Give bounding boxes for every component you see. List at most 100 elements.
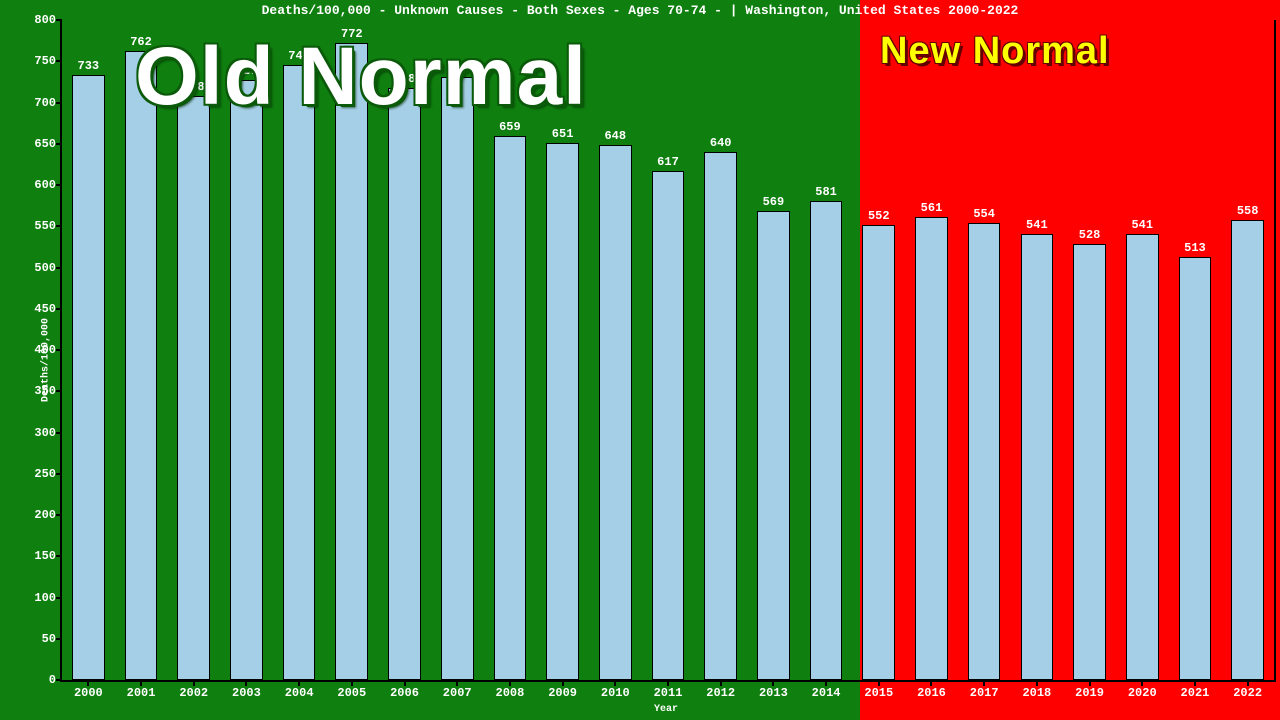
bar-rect [335,43,368,680]
x-tick-label: 2005 [337,680,366,700]
y-tick-mark [56,308,62,310]
x-tick-label: 2013 [759,680,788,700]
bar-rect [968,223,1001,680]
bar-value-label: 528 [1079,228,1101,244]
x-tick-label: 2016 [917,680,946,700]
bar-rect [757,211,790,680]
y-tick-mark [56,473,62,475]
bar: 772 [335,43,368,680]
bar-value-label: 640 [710,136,732,152]
bar-rect [1021,234,1054,680]
y-tick-mark [56,514,62,516]
x-tick-label: 2010 [601,680,630,700]
y-tick-mark [56,267,62,269]
bar-rect [862,225,895,680]
bar-value-label: 569 [763,195,785,211]
x-tick-label: 2002 [179,680,208,700]
bar: 651 [546,143,579,680]
x-tick-label: 2020 [1128,680,1157,700]
x-tick-label: 2014 [812,680,841,700]
x-tick-label: 2000 [74,680,103,700]
x-tick-label: 2017 [970,680,999,700]
bar: 569 [757,211,790,680]
bar: 541 [1021,234,1054,680]
bar-value-label: 541 [1026,218,1048,234]
bar-rect [704,152,737,680]
y-tick-mark [56,638,62,640]
x-tick-label: 2001 [127,680,156,700]
bar-value-label: 558 [1237,204,1259,220]
bar-rect [1126,234,1159,680]
x-tick-label: 2018 [1022,680,1051,700]
bar-value-label: 541 [1131,218,1153,234]
bar: 513 [1179,257,1212,680]
y-tick-mark [56,60,62,62]
y-tick-mark [56,432,62,434]
x-tick-label: 2009 [548,680,577,700]
bar-rect [652,171,685,680]
y-tick-mark [56,349,62,351]
bar-value-label: 552 [868,209,890,225]
chart-title: Deaths/100,000 - Unknown Causes - Both S… [0,3,1280,18]
bar-rect [1073,244,1106,680]
bar-value-label: 513 [1184,241,1206,257]
x-tick-label: 2022 [1233,680,1262,700]
bar: 648 [599,145,632,680]
bar-rect [230,80,263,680]
bar-rect [599,145,632,680]
bar-rect [546,143,579,680]
bar: 528 [1073,244,1106,680]
bar-rect [125,51,158,680]
bar-value-label: 581 [815,185,837,201]
bar-rect [72,75,105,680]
x-tick-label: 2012 [706,680,735,700]
bar: 727 [230,80,263,680]
x-tick-label: 2011 [654,680,683,700]
bar: 581 [810,201,843,680]
y-tick-mark [56,597,62,599]
overlay-old-normal: Old Normal [135,30,587,124]
bar: 558 [1231,220,1264,680]
y-tick-mark [56,19,62,21]
bar-rect [1231,220,1264,680]
x-tick-label: 2007 [443,680,472,700]
bar-value-label: 651 [552,127,574,143]
bar-value-label: 733 [78,59,100,75]
bar-value-label: 554 [973,207,995,223]
bar-value-label: 561 [921,201,943,217]
bar: 762 [125,51,158,680]
y-tick-mark [56,225,62,227]
x-axis-label: Year [654,704,678,715]
bar-rect [1179,257,1212,680]
x-tick-label: 2015 [864,680,893,700]
bar: 659 [494,136,527,680]
bar-rect [441,77,474,680]
overlay-new-normal: New Normal [880,30,1110,73]
x-tick-label: 2019 [1075,680,1104,700]
bar: 541 [1126,234,1159,680]
y-tick-mark [56,390,62,392]
x-tick-label: 2004 [285,680,314,700]
bar: 718 [388,88,421,680]
bar: 731 [441,77,474,680]
y-tick-mark [56,555,62,557]
bar: 746 [283,65,316,680]
bar: 640 [704,152,737,680]
x-tick-label: 2021 [1181,680,1210,700]
bar-rect [388,88,421,680]
x-tick-label: 2008 [496,680,525,700]
bar-rect [283,65,316,680]
y-tick-mark [56,184,62,186]
chart-container: Deaths/100,000 - Unknown Causes - Both S… [0,0,1280,720]
bar-rect [494,136,527,680]
x-tick-label: 2006 [390,680,419,700]
bar: 561 [915,217,948,680]
bar-rect [915,217,948,680]
y-tick-mark [56,143,62,145]
bar: 554 [968,223,1001,680]
y-tick-mark [56,102,62,104]
bar-rect [810,201,843,680]
x-tick-label: 2003 [232,680,261,700]
bar: 617 [652,171,685,680]
bar: 708 [177,96,210,680]
